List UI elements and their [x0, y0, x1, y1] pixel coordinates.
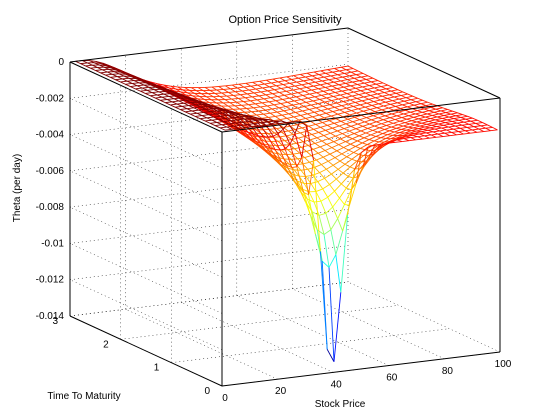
chart-title: Option Price Sensitivity: [228, 14, 342, 26]
x-tick-label: 100: [495, 359, 512, 370]
y-tick-labels: 0 1 2 3: [52, 316, 210, 397]
x-tick-label: 20: [275, 386, 287, 397]
grid: [69, 27, 501, 387]
z-tick-label: -0.014: [36, 311, 65, 322]
z-tick-label: -0.006: [36, 166, 65, 177]
y-tick-label: 2: [103, 339, 109, 350]
y-tick-label: 0: [204, 386, 210, 397]
surface-mesh: [75, 60, 498, 362]
z-tick-label: -0.008: [36, 202, 65, 213]
x-tick-labels: 0 20 40 60 80 100: [222, 359, 512, 404]
y-tick-label: 1: [154, 363, 160, 374]
z-tick-labels: 0 -0.002 -0.004 -0.006 -0.008 -0.01 -0.012 -0.0…: [36, 57, 65, 322]
x-tick-label: 80: [442, 366, 454, 377]
z-tick-label: 0: [58, 57, 64, 68]
z-axis-label: Theta (per day): [12, 154, 23, 222]
z-tick-label: -0.004: [36, 130, 65, 141]
y-tick-label: 3: [52, 316, 58, 327]
axes-box: [69, 27, 501, 387]
x-tick-label: 0: [222, 393, 228, 404]
y-axis-label: Time To Maturity: [47, 391, 120, 402]
z-tick-label: -0.01: [41, 238, 64, 249]
x-axis-label: Stock Price: [315, 399, 366, 410]
z-tick-label: -0.002: [36, 93, 65, 104]
x-tick-label: 60: [386, 373, 398, 384]
x-tick-label: 40: [331, 379, 343, 390]
z-tick-label: -0.012: [36, 275, 65, 286]
